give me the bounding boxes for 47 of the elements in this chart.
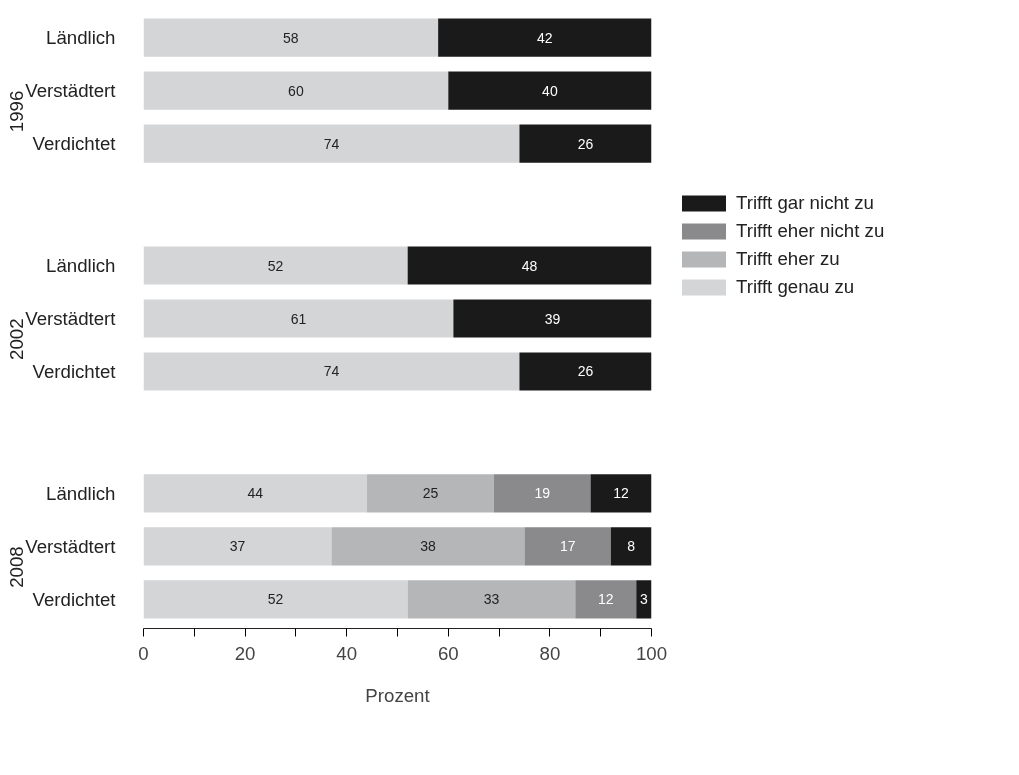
data-label: 74 [323,363,340,380]
y-tick-label: Verstädtert [25,80,117,102]
data-label: 19 [534,485,551,502]
data-label: 60 [288,82,304,99]
data-label: 44 [247,485,264,502]
data-label: 61 [290,310,307,327]
data-label: 25 [422,485,439,502]
legend-label: Trifft eher nicht zu [736,220,885,242]
data-label: 74 [323,135,340,152]
data-label: 40 [542,82,558,99]
x-axis-title: Prozent [365,684,431,706]
data-label: 52 [267,591,284,608]
legend-label: Trifft eher zu [736,248,840,270]
x-tick-label: 100 [635,642,668,664]
y-tick-label: Verdichtet [32,360,117,382]
data-label: 26 [577,135,594,152]
x-tick-label: 40 [336,642,358,664]
data-label: 8 [627,538,636,555]
data-label: 39 [544,310,561,327]
y-tick-label: Ländlich [46,482,116,504]
data-label: 48 [521,257,538,274]
data-label: 12 [613,485,630,502]
data-label: 37 [229,538,246,555]
text: 1996 [6,90,27,133]
legend-label: Trifft genau zu [736,276,855,298]
x-tick-label: 60 [437,642,459,664]
data-label: 42 [537,29,553,46]
data-label: 17 [559,538,576,555]
text: 2002 [6,318,27,360]
text: 2008 [6,546,27,588]
data-label: 38 [420,538,436,555]
y-tick-label: Verstädtert [25,535,117,557]
data-label: 12 [597,591,614,608]
x-tick-label: 80 [539,642,561,664]
y-tick-label: Verstädtert [25,308,117,329]
data-label: 3 [639,591,648,608]
legend-label: Trifft gar nicht zu [736,192,874,214]
y-tick-label: Ländlich [46,255,116,277]
x-tick-label: 0 [138,642,149,664]
y-tick-label: Verdichtet [32,133,117,155]
x-tick-label: 20 [234,642,256,664]
y-tick-label: Verdichtet [32,588,117,610]
data-label: 33 [483,591,500,608]
data-label: 26 [577,363,594,380]
y-tick-label: Ländlich [46,27,116,49]
data-label: 52 [267,257,284,274]
data-label: 58 [283,29,299,46]
